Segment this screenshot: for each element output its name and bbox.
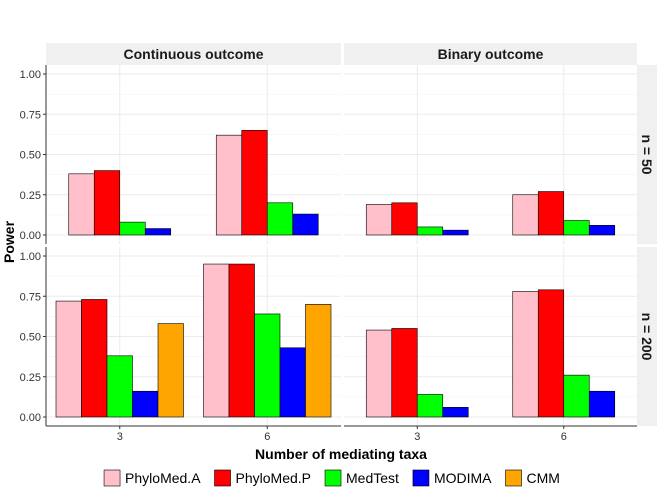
x-tick-label: 3 [414, 431, 420, 443]
y-tick-label: 0.75 [20, 291, 41, 303]
bar-phylomed-p-6 [537, 191, 565, 236]
bar-medtest-6 [266, 202, 294, 236]
row-strip-label: n = 200 [639, 313, 655, 361]
y-tick-label: 0.50 [20, 150, 41, 162]
x-tick-label: 3 [117, 431, 123, 443]
bar-medtest-6 [563, 220, 590, 236]
bar-phylomed-p-6 [241, 130, 268, 236]
y-tick-label: 0.75 [20, 109, 41, 121]
bar-modima-3 [132, 390, 159, 418]
bar-phylomed-a-6 [203, 263, 230, 418]
bar-layer [55, 130, 616, 418]
y-axis: 0.00 0.25 0.50 0.75 1.00 0.00 0.25 0.50 0.75 1.00 [20, 65, 47, 426]
legend: PhyloMed.A PhyloMed.P MedTest MODIMA CMM [103, 469, 560, 487]
y-tick-label: 0.25 [20, 190, 41, 202]
x-axis-title: Number of mediating taxa [255, 446, 427, 462]
bar-modima-6 [588, 390, 616, 418]
bar-medtest-3 [416, 226, 444, 236]
y-tick-label: 1.00 [20, 251, 41, 263]
legend-key-phylomed-a [103, 469, 121, 487]
bar-phylomed-a-3 [365, 329, 393, 418]
bar-phylomed-p-3 [391, 328, 418, 418]
bar-modima-6 [588, 225, 616, 236]
legend-key-phylomed-p [214, 469, 231, 487]
bar-phylomed-p-6 [228, 263, 255, 418]
x-tick-label: 6 [264, 431, 270, 443]
y-tick-label: 0.00 [20, 230, 41, 242]
bar-phylomed-a-6 [215, 134, 243, 236]
legend-label-cmm: CMM [527, 470, 560, 486]
bar-medtest-3 [416, 394, 444, 418]
bar-phylomed-a-6 [512, 194, 539, 236]
row-strip [637, 247, 657, 426]
bar-modima-3 [442, 229, 469, 236]
bar-medtest-6 [563, 374, 590, 418]
row-strip [637, 65, 657, 244]
legend-label-phylomed-a: PhyloMed.A [125, 470, 201, 486]
bar-modima-6 [292, 213, 319, 236]
legend-label-phylomed-p: PhyloMed.P [236, 470, 311, 486]
legend-key-medtest [324, 469, 342, 487]
column-strip [46, 43, 341, 65]
bar-medtest-3 [119, 221, 146, 236]
bar-cmm-3 [157, 323, 184, 418]
bar-phylomed-a-6 [512, 291, 539, 418]
column-strip-label: Continuous outcome [124, 46, 264, 62]
bar-phylomed-p-3 [93, 170, 121, 236]
y-axis-title: Power [1, 220, 17, 263]
legend-label-modima: MODIMA [434, 470, 492, 486]
legend-key-modima [412, 469, 430, 487]
bar-phylomed-a-3 [68, 173, 95, 236]
bar-modima-3 [442, 407, 469, 418]
y-tick-label: 0.00 [20, 412, 41, 424]
bar-cmm-6 [305, 303, 332, 418]
bar-modima-3 [144, 228, 172, 236]
legend-key-cmm [505, 469, 522, 487]
bar-modima-6 [279, 347, 306, 418]
bar-phylomed-a-3 [365, 204, 393, 236]
bar-phylomed-a-3 [55, 300, 82, 418]
bar-medtest-6 [254, 313, 281, 418]
bar-phylomed-p-3 [391, 202, 418, 236]
strip-layer: Continuous outcome Binary outcome n = 50 n … [46, 43, 657, 426]
column-strip-label: Binary outcome [438, 46, 544, 62]
x-tick-label: 6 [561, 431, 567, 443]
row-strip-label: n = 50 [639, 134, 655, 174]
x-axis: 3 6 3 6 [46, 425, 637, 443]
y-tick-label: 0.25 [20, 372, 41, 384]
y-tick-label: 1.00 [20, 69, 41, 81]
bar-phylomed-p-3 [81, 299, 108, 418]
legend-label-medtest: MedTest [346, 470, 399, 486]
column-strip [344, 43, 637, 65]
bar-phylomed-p-6 [537, 289, 565, 418]
y-tick-label: 0.50 [20, 332, 41, 344]
bar-medtest-3 [106, 355, 133, 418]
